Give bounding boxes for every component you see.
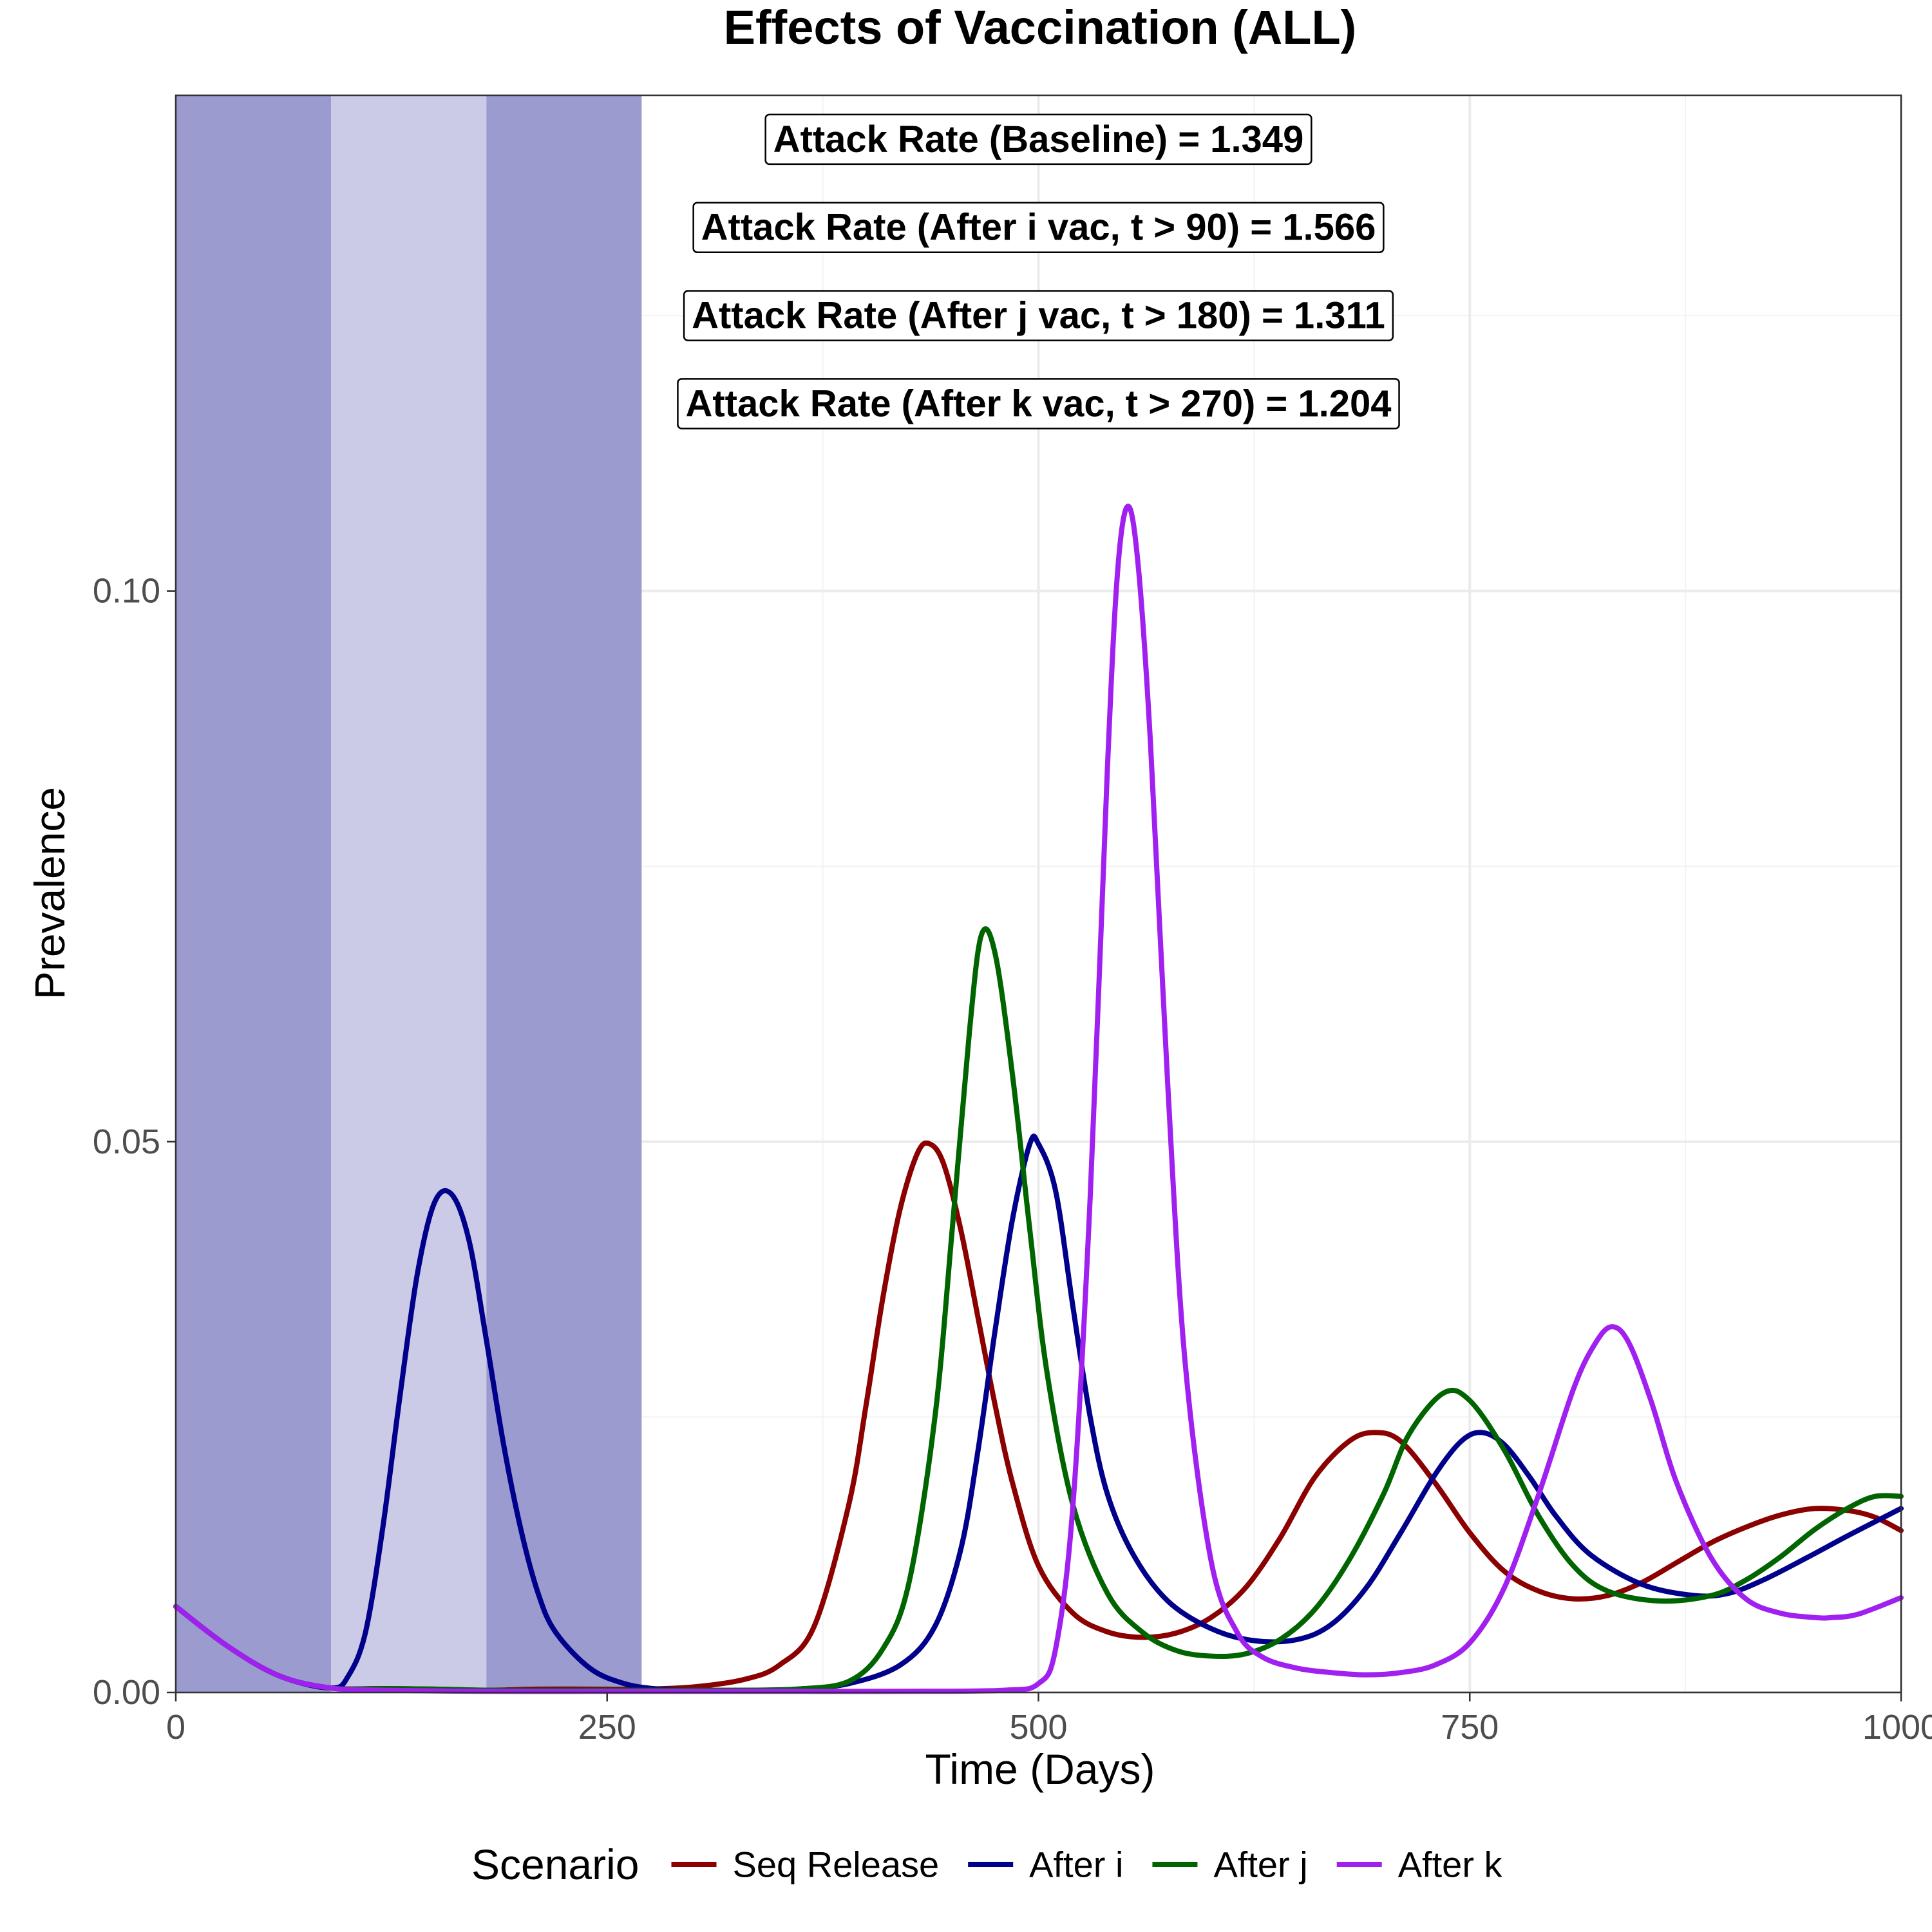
x-tick-label: 750 xyxy=(1441,1708,1499,1747)
legend-title: Scenario xyxy=(471,1841,639,1888)
chart-title: Effects of Vaccination (ALL) xyxy=(724,1,1357,54)
legend-label: After j xyxy=(1213,1844,1307,1885)
legend: Scenario Seq Release After i After j After … xyxy=(471,1841,1503,1888)
x-axis-title: Time (Days) xyxy=(925,1745,1155,1793)
legend-item: After k xyxy=(1336,1844,1503,1885)
legend-label: After k xyxy=(1398,1844,1503,1885)
annotation-box xyxy=(692,202,1385,253)
y-tick-label: 0.05 xyxy=(93,1122,160,1161)
attack-rate-annotation: Attack Rate (After i vac, t > 90) = 1.56… xyxy=(692,202,1385,253)
y-tick-label: 0.00 xyxy=(93,1673,160,1712)
attack-rate-annotation: Attack Rate (Baseline) = 1.349 xyxy=(764,113,1312,166)
series-line-after-k xyxy=(173,503,1904,1694)
plot-area: Attack Rate (Baseline) = 1.349 Attack Rat… xyxy=(93,94,1932,1747)
y-tick-label: 0.10 xyxy=(93,572,160,611)
annotation-label: Attack Rate (Baseline) = 1.349 xyxy=(773,118,1304,160)
x-tick-label: 0 xyxy=(166,1708,185,1747)
annotation-label: Attack Rate (After k vac, t > 270) = 1.2… xyxy=(685,383,1391,424)
attack-rate-annotation: Attack Rate (After k vac, t > 270) = 1.2… xyxy=(677,378,1400,430)
vaccination-period-band xyxy=(331,95,487,1692)
legend-item: After i xyxy=(968,1844,1123,1885)
annotation-label: Attack Rate (After j vac, t > 180) = 1.3… xyxy=(692,295,1385,337)
legend-label: Seq Release xyxy=(733,1844,940,1885)
x-tick-label: 500 xyxy=(1009,1708,1067,1747)
y-axis-title: Prevalence xyxy=(26,787,73,999)
attack-rate-annotation: Attack Rate (After j vac, t > 180) = 1.3… xyxy=(683,290,1394,341)
annotation-box xyxy=(683,290,1394,341)
vaccination-period-band xyxy=(176,95,332,1692)
legend-item: After j xyxy=(1152,1844,1308,1885)
legend-label: After i xyxy=(1029,1844,1123,1885)
x-tick-label: 250 xyxy=(578,1708,636,1747)
annotation-box xyxy=(764,113,1312,166)
annotation-label: Attack Rate (After i vac, t > 90) = 1.56… xyxy=(701,207,1376,249)
x-tick-label: 1000 xyxy=(1862,1708,1932,1747)
annotation-box xyxy=(677,378,1400,430)
vaccination-period-band xyxy=(486,95,642,1692)
legend-item: Seq Release xyxy=(671,1844,940,1885)
